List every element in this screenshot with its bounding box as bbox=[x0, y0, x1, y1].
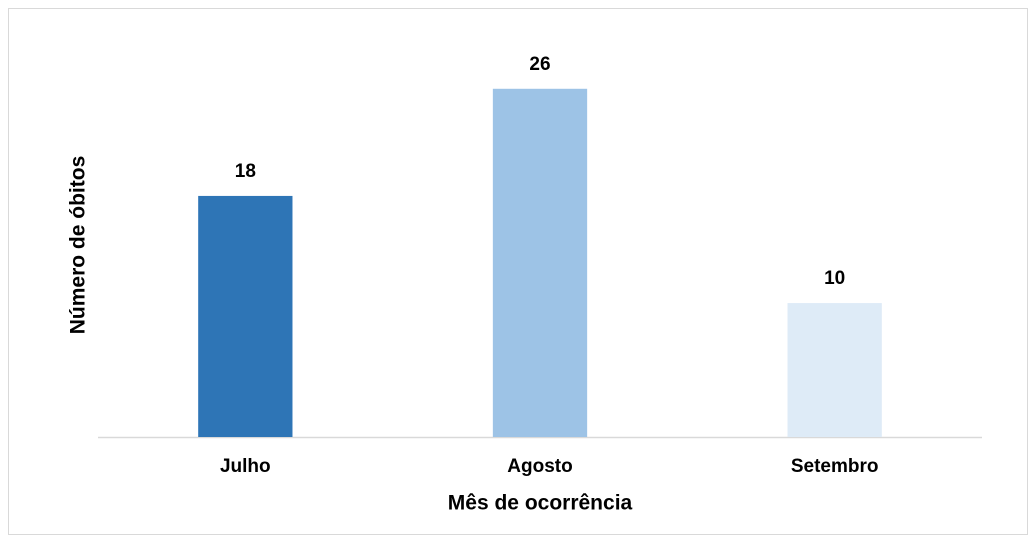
data-label: 26 bbox=[529, 54, 550, 75]
x-tick-label: Agosto bbox=[507, 456, 572, 477]
x-axis-title: Mês de ocorrência bbox=[448, 492, 633, 515]
bar bbox=[492, 88, 588, 438]
bar bbox=[787, 303, 882, 437]
x-tick-label: Setembro bbox=[791, 456, 879, 477]
bar bbox=[198, 195, 293, 437]
data-label: 10 bbox=[824, 268, 845, 289]
y-axis-title: Número de óbitos bbox=[67, 156, 90, 335]
x-tick-label: Julho bbox=[220, 456, 271, 477]
data-label: 18 bbox=[235, 161, 256, 182]
